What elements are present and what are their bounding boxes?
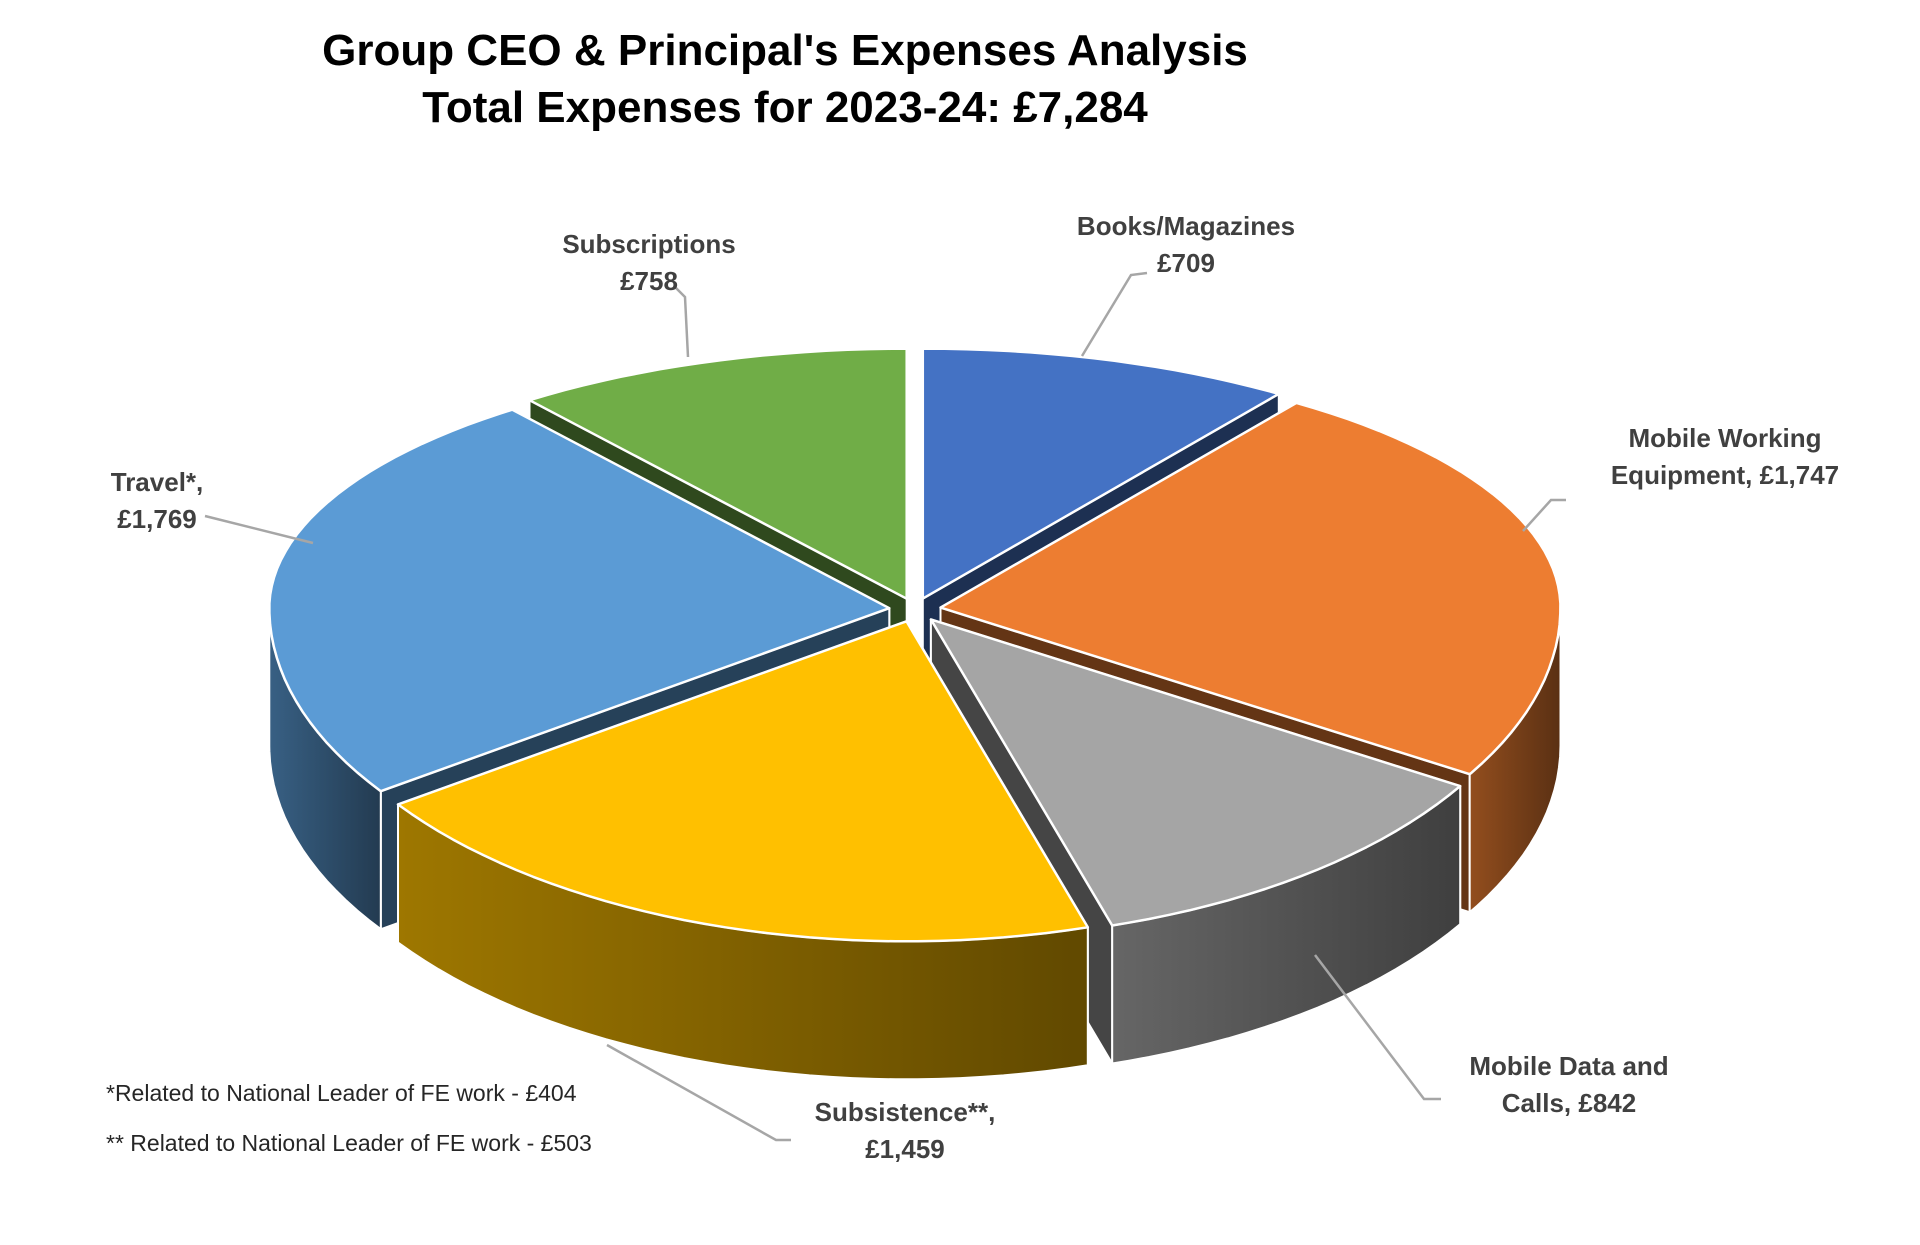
footnote-travel: *Related to National Leader of FE work -… xyxy=(106,1080,577,1106)
leader-line-mobile-data-and-calls xyxy=(1314,954,1441,1101)
pie-slice-subscriptions[interactable] xyxy=(528,347,908,600)
chart-subtitle: Total Expenses for 2023-24: £7,284 xyxy=(422,83,1148,132)
leader-line-mobile-working-equipment xyxy=(1522,498,1566,532)
leader-line-books-magazines xyxy=(1080,271,1148,357)
leader-line-subscriptions xyxy=(675,287,690,358)
leader-line-subsistence xyxy=(606,1043,791,1142)
slice-label-mobile-working-equipment: Mobile Working Equipment, £1,747 xyxy=(1611,420,1839,494)
slice-label-travel: Travel*, £1,769 xyxy=(111,464,204,538)
chart-title-block: Group CEO & Principal's Expenses Analysi… xyxy=(322,22,1248,136)
pie-slice-travel[interactable] xyxy=(268,408,891,793)
pie-slice-mobile-working-equipment[interactable] xyxy=(939,401,1562,776)
pie-slice-subsistence[interactable] xyxy=(396,620,1090,943)
slice-label-subsistence: Subsistence**, £1,459 xyxy=(815,1094,996,1168)
pie-slice-mobile-data-and-calls[interactable] xyxy=(929,618,1462,927)
footnotes: *Related to National Leader of FE work -… xyxy=(106,1080,592,1180)
pie-slice-books-magazines[interactable] xyxy=(921,347,1281,600)
footnote-subsistence: ** Related to National Leader of FE work… xyxy=(106,1130,592,1156)
label-line: Mobile Data and xyxy=(1469,1051,1669,1081)
label-line: £1,769 xyxy=(117,504,197,534)
leader-line-travel xyxy=(204,514,314,545)
label-line: £1,459 xyxy=(865,1134,945,1164)
slice-label-subscriptions: Subscriptions £758 xyxy=(562,226,735,300)
label-line: Subscriptions xyxy=(562,229,736,259)
chart-title: Group CEO & Principal's Expenses Analysi… xyxy=(322,26,1248,75)
slice-label-mobile-data-and-calls: Mobile Data and Calls, £842 xyxy=(1469,1048,1668,1122)
label-line: £758 xyxy=(620,266,678,296)
label-line: Travel*, xyxy=(110,467,204,497)
label-line: Calls, £842 xyxy=(1501,1088,1637,1118)
label-line: Subsistence**, xyxy=(814,1097,996,1127)
label-line: Books/Magazines xyxy=(1076,211,1296,241)
label-line: Mobile Working xyxy=(1628,423,1822,453)
label-line: Equipment, £1,747 xyxy=(1610,460,1840,490)
slice-label-books-magazines: Books/Magazines £709 xyxy=(1077,208,1295,282)
label-line: £709 xyxy=(1157,248,1215,278)
